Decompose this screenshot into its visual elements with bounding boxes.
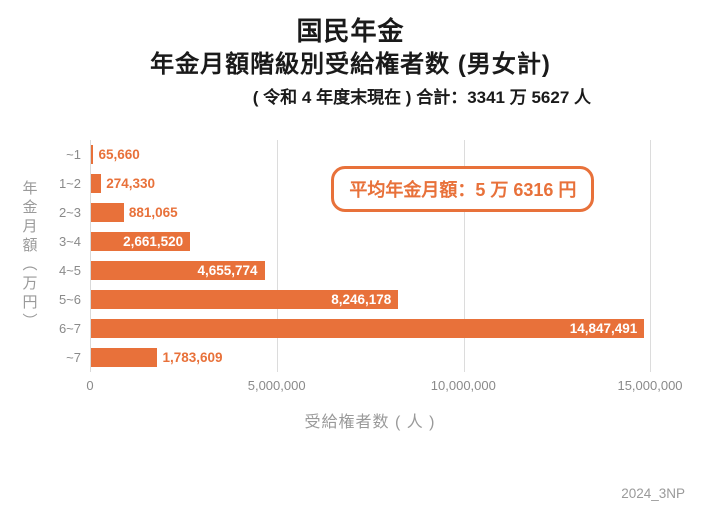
category-label: 6~7 [58,321,81,336]
x-axis-title: 受給権者数 ( 人 ) [304,414,436,431]
category-label: ~1 [66,147,81,162]
x-axis-ticks: 0 5,000,000 10,000,000 15,000,000 [86,372,682,396]
y-axis-title: 年金月額（万円） [20,180,38,332]
bar [91,145,94,164]
value-label: 14,847,491 [569,321,638,336]
bar-row: 4,655,774 [91,256,650,285]
value-label: 65,660 [98,147,140,162]
category-label: 3~4 [58,234,81,249]
plot-area: 65,660 274,330 881,065 2,661,520 4,655,774 8,… [90,140,651,372]
category-label: 2~3 [58,205,81,220]
value-label: 274,330 [106,176,156,191]
value-label: 1,783,609 [162,350,223,365]
x-tick-label: 10,000,000 [430,378,496,393]
bar-row: 274,330 [91,169,650,198]
bar-row: 8,246,178 [91,285,650,314]
chart-title-block: 国民年金 年金月額階級別受給権者数 (男女計) [0,0,701,82]
average-pension-annotation: 平均年金月額：5 万 6316 円 [331,166,595,212]
plot-column: 65,660 274,330 881,065 2,661,520 4,655,774 8,… [86,140,683,432]
chart-title-line1: 国民年金 [296,16,405,46]
category-label: 1~2 [58,176,81,191]
chart-subtitle: ( 令和 4 年度末現在 ) 合計：3341 万 5627 人 [252,88,591,107]
category-label: 5~6 [58,292,81,307]
bar: 2,661,520 [91,232,191,251]
source-credit: 2024_3NP [621,486,685,501]
value-label: 4,655,774 [197,263,258,278]
bar [91,203,124,222]
x-tick-label: 0 [86,378,94,393]
x-tick-label: 15,000,000 [617,378,683,393]
bar: 8,246,178 [91,290,399,309]
x-tick-label: 5,000,000 [247,378,306,393]
category-label: 4~5 [58,263,81,278]
bar-row: 65,660 [91,140,650,169]
chart-title-line2: 年金月額階級別受給権者数 (男女計) [150,51,551,78]
bar-row: 14,847,491 [91,314,650,343]
bar-rows: 65,660 274,330 881,065 2,661,520 4,655,774 8,… [91,140,650,372]
chart-area: 年金月額（万円） ~1 1~2 2~3 3~4 4~5 5~6 6~7 ~7 65,660 27… [14,140,683,432]
bar [91,174,102,193]
value-label: 881,065 [128,205,178,220]
bar: 14,847,491 [91,319,645,338]
bar [91,348,158,367]
category-label: ~7 [66,350,81,365]
value-label: 2,661,520 [123,234,184,249]
bar: 4,655,774 [91,261,265,280]
gridline [650,140,651,372]
bar-row: 1,783,609 [91,343,650,372]
gridline [463,140,465,372]
bar-row: 2,661,520 [91,227,650,256]
category-axis: ~1 1~2 2~3 3~4 4~5 5~6 6~7 ~7 [44,140,90,432]
gridline [277,140,279,372]
bar-row: 881,065 [91,198,650,227]
value-label: 8,246,178 [331,292,392,307]
